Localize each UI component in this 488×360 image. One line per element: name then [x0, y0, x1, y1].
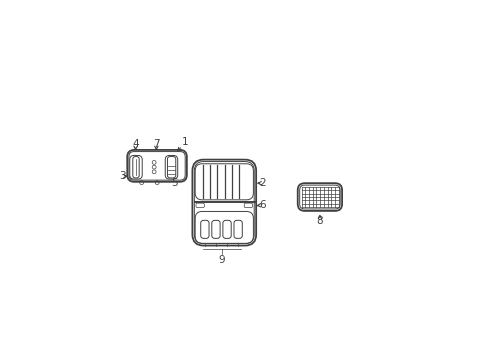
- Text: 8: 8: [316, 216, 323, 226]
- Text: 9: 9: [218, 255, 225, 265]
- Text: 5: 5: [171, 178, 177, 188]
- Text: 6: 6: [259, 201, 265, 210]
- Text: 3: 3: [119, 171, 125, 181]
- Text: 7: 7: [153, 139, 160, 149]
- Text: 1: 1: [181, 136, 188, 147]
- Text: 4: 4: [132, 139, 139, 149]
- Text: 2: 2: [259, 178, 265, 188]
